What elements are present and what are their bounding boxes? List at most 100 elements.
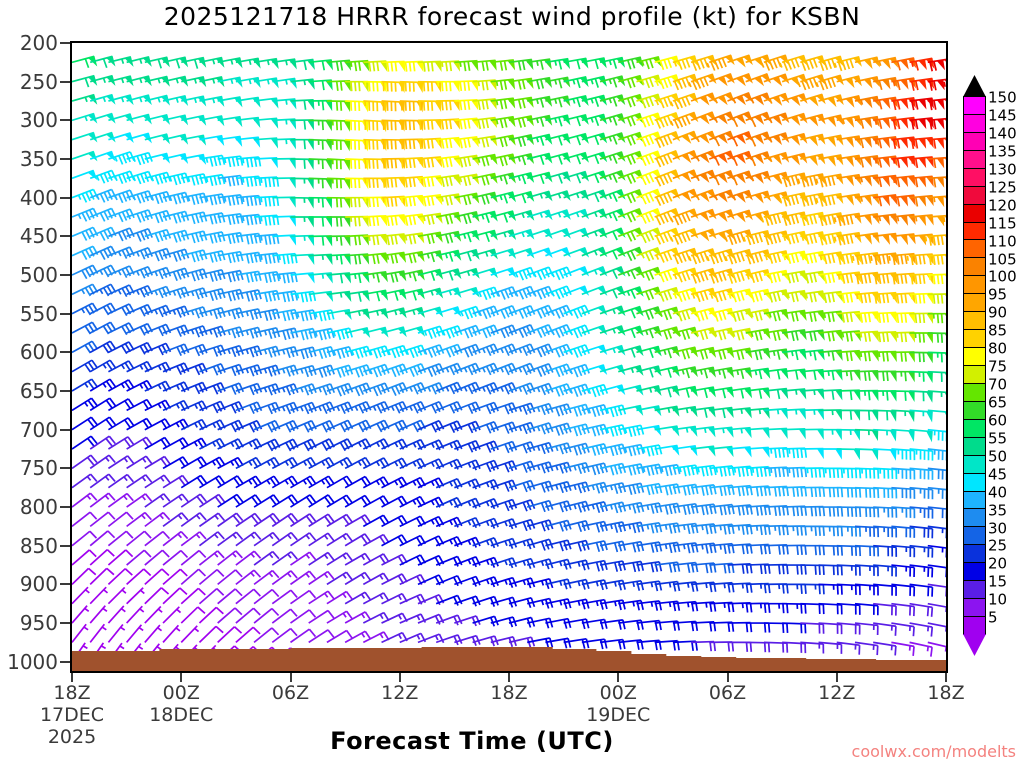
wind-barb <box>162 210 190 224</box>
wind-barb <box>290 401 317 415</box>
wind-barb <box>326 345 354 359</box>
wind-barb <box>873 622 897 636</box>
wind-barb <box>891 583 916 597</box>
wind-barb <box>344 533 372 547</box>
wind-barb <box>927 253 946 266</box>
wind-barb <box>363 60 388 72</box>
wind-barb <box>235 175 262 187</box>
wind-barb <box>581 423 608 437</box>
wind-barb <box>763 485 790 497</box>
wind-barb <box>927 448 946 461</box>
wind-barb <box>782 583 807 594</box>
wind-barb <box>308 401 336 414</box>
wind-barb <box>126 568 152 586</box>
wind-barb <box>180 568 207 586</box>
wind-barb <box>472 440 499 453</box>
wind-barb <box>72 378 98 392</box>
wind-barb <box>617 169 644 185</box>
wind-barb <box>854 486 880 499</box>
x-axis-tick-group: 18Z <box>927 682 964 704</box>
wind-barb <box>563 57 589 70</box>
wind-barb <box>490 343 518 356</box>
wind-barb <box>107 586 127 605</box>
wind-barb <box>854 525 880 538</box>
wind-barb <box>672 522 699 535</box>
wind-barb <box>435 287 462 299</box>
y-axis-tick-mark <box>60 42 70 44</box>
wind-barb <box>399 156 424 169</box>
wind-barb <box>217 212 244 225</box>
wind-barb <box>508 499 536 512</box>
wind-barb <box>745 170 772 184</box>
wind-barb <box>435 594 463 606</box>
wind-barb <box>490 498 518 512</box>
wind-barb <box>217 382 245 395</box>
source-credit: coolwx.com/modelts <box>851 742 1016 761</box>
wind-barb <box>490 537 518 549</box>
wind-barb <box>72 131 98 143</box>
y-axis-tick-mark <box>60 158 70 160</box>
wind-barb <box>800 231 826 245</box>
wind-barb <box>873 370 897 382</box>
wind-barb <box>581 443 608 456</box>
wind-barb <box>927 312 946 324</box>
wind-barb <box>253 383 281 396</box>
wind-barb <box>235 57 261 69</box>
wind-barb <box>690 208 717 222</box>
wind-barb <box>526 171 553 185</box>
wind-barb <box>162 549 189 566</box>
wind-barb <box>763 544 789 555</box>
colorbar-swatch <box>963 257 986 277</box>
wind-barb <box>815 173 844 188</box>
wind-barb <box>271 608 298 624</box>
colorbar-labels: 150 145 140 135 130 125 120 115 110 105 100 95 90 85 8… <box>988 90 1024 634</box>
wind-barb <box>873 506 898 518</box>
wind-barb <box>107 568 133 586</box>
wind-barb <box>927 525 946 539</box>
wind-barb <box>654 267 681 283</box>
wind-barb <box>545 266 572 281</box>
wind-barb <box>636 600 663 611</box>
wind-barb <box>654 502 681 515</box>
wind-barb <box>782 544 807 556</box>
wind-barb <box>836 369 861 382</box>
x-axis-tick-group: 12Z <box>818 682 855 704</box>
wind-barb <box>563 637 590 649</box>
wind-barb <box>162 474 189 489</box>
wind-barb <box>326 290 352 302</box>
wind-barb <box>490 362 518 376</box>
wind-barb <box>818 564 843 576</box>
wind-barb <box>362 533 390 547</box>
wind-barb <box>381 363 408 378</box>
wind-barb <box>126 605 145 624</box>
wind-barb <box>472 517 499 529</box>
wind-barb <box>290 475 317 489</box>
wind-barb <box>490 557 518 569</box>
wind-barb <box>727 347 753 361</box>
wind-barb <box>836 349 861 362</box>
wind-barb <box>927 622 946 632</box>
wind-barb <box>344 514 372 528</box>
wind-barb <box>654 483 681 496</box>
wind-barb <box>727 131 753 147</box>
wind-barb <box>618 501 645 514</box>
wind-barb <box>745 249 771 265</box>
x-axis-tick-group: 00Z 18DEC <box>149 682 213 726</box>
wind-barb <box>326 119 351 132</box>
wind-barb <box>508 460 536 473</box>
wind-barb <box>891 175 916 188</box>
colorbar-swatch <box>963 113 986 133</box>
wind-barb <box>654 93 681 109</box>
wind-barb <box>781 230 808 245</box>
wind-barb <box>763 583 789 594</box>
x-axis-tick-group: 06Z <box>272 682 309 704</box>
wind-barb <box>345 253 370 265</box>
wind-barb <box>162 324 190 337</box>
colorbar-bottom-cap <box>963 634 986 656</box>
colorbar-swatch <box>963 221 986 241</box>
wind-barb <box>599 501 627 514</box>
wind-barb <box>162 191 190 205</box>
wind-barb <box>199 231 226 244</box>
wind-barb <box>654 541 681 554</box>
wind-barb <box>709 209 735 223</box>
